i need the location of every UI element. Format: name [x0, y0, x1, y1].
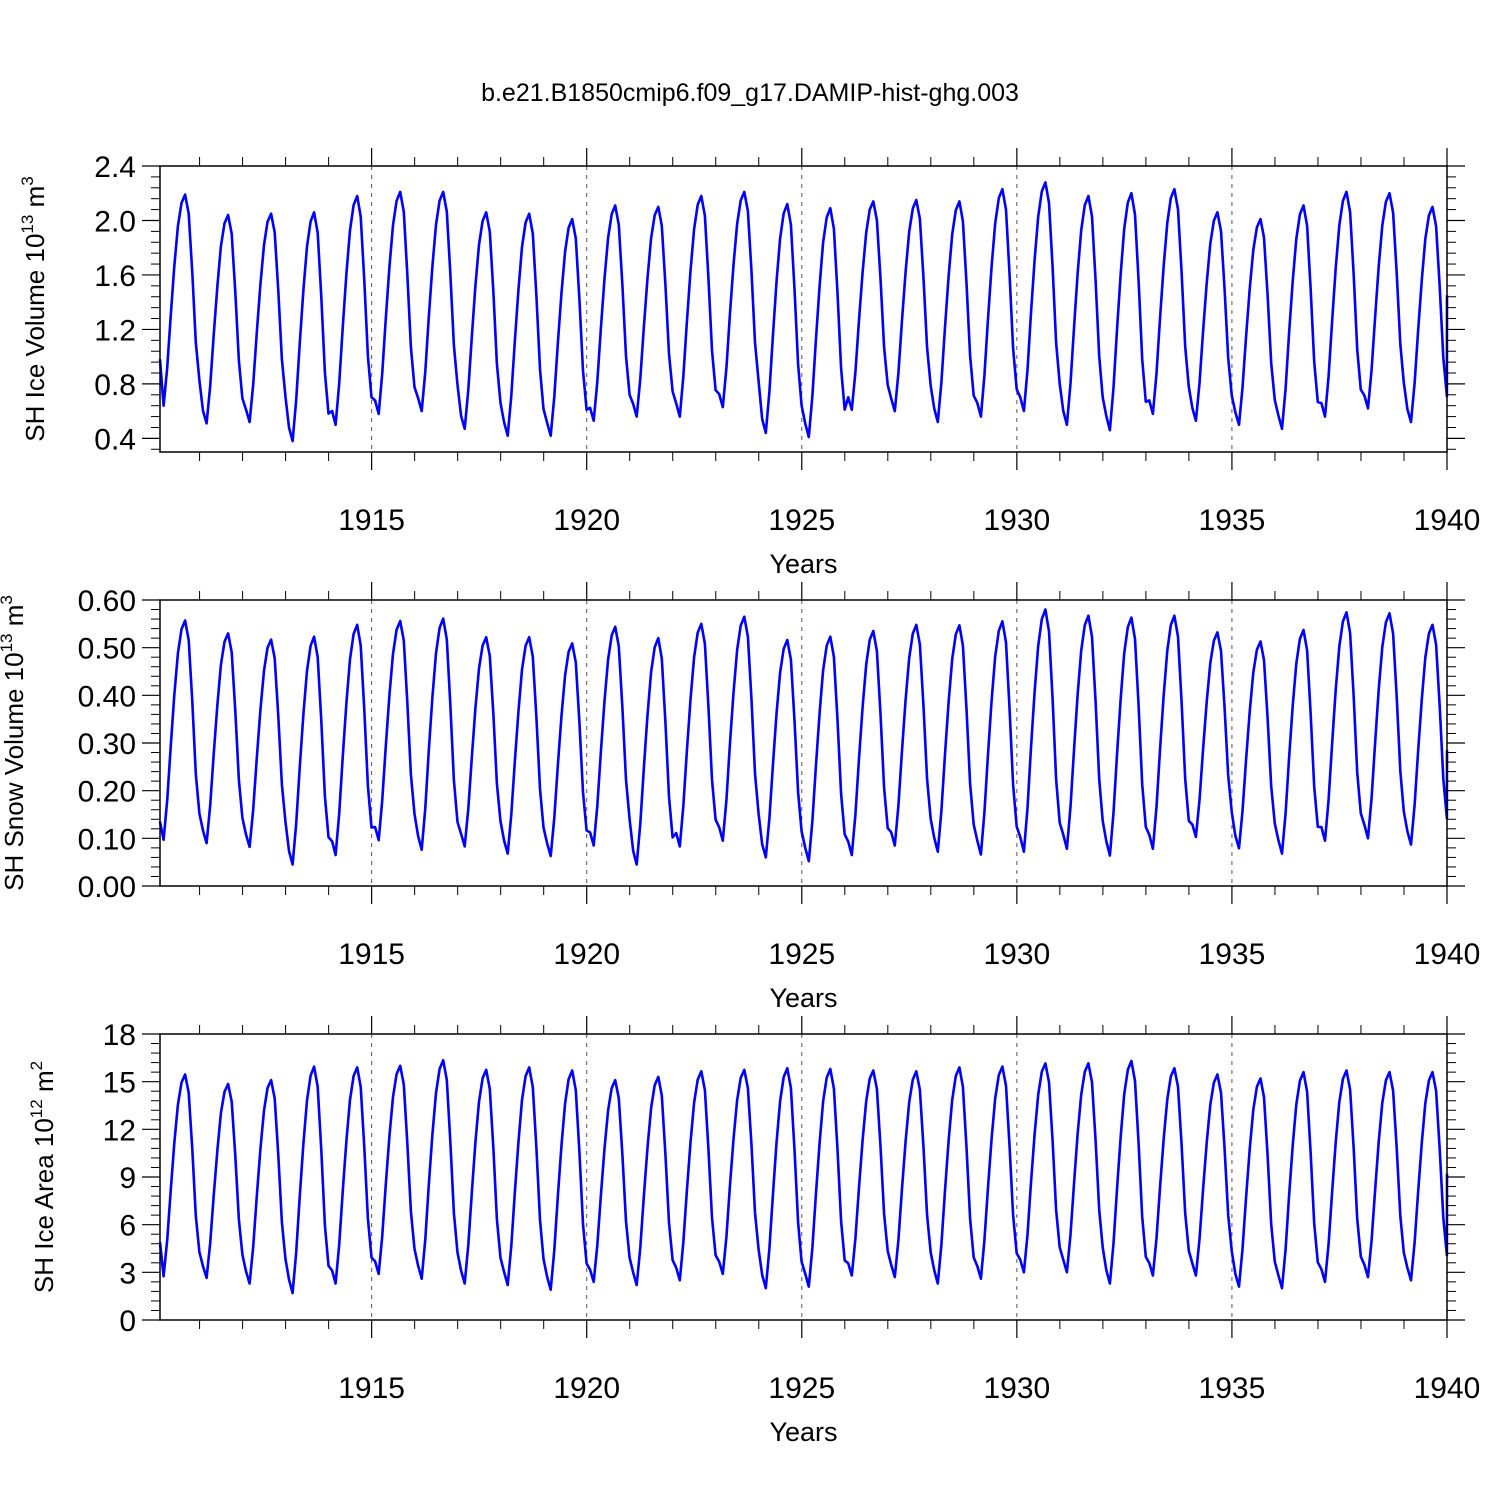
y-axis-label: SH Snow Volume 1013 m3: [0, 595, 29, 891]
y-axis-label-unit: m: [29, 1070, 59, 1099]
y-tick-label: 0.20: [78, 776, 136, 809]
x-tick-label: 1930: [983, 1372, 1050, 1405]
y-tick-label: 15: [103, 1067, 136, 1100]
data-series-line: [158, 181, 1449, 443]
y-tick-label: 2.0: [94, 205, 136, 238]
x-tick-label: 1935: [1199, 504, 1266, 537]
y-tick-label: 1.6: [94, 260, 136, 293]
y-tick-label: 0.00: [78, 871, 136, 904]
y-tick-label: 0.60: [78, 585, 136, 618]
y-axis-label-unit-exponent: 3: [18, 176, 37, 185]
x-axis-label: Years: [769, 1417, 837, 1447]
x-tick-label: 1930: [983, 504, 1050, 537]
y-tick-label: 6: [119, 1210, 136, 1243]
x-tick-label: 1935: [1199, 1372, 1266, 1405]
panels: 0.4 0.8 1.2 1.6 2.0 2.4 1915 1920 1925 1930 1935 19…: [0, 148, 1480, 1447]
y-axis-label-text: SH Ice Volume 10: [20, 234, 50, 442]
y-axis-label-unit: m: [20, 186, 50, 215]
data-series-line: [158, 608, 1449, 866]
x-tick-label: 1930: [983, 938, 1050, 971]
y-tick-label: 2.4: [94, 151, 136, 184]
y-axis-label-exponent: 13: [18, 215, 37, 234]
y-tick-label: 0.10: [78, 823, 136, 856]
y-axis-label: SH Ice Area 1012 m2: [27, 1061, 59, 1293]
plot-frame: [159, 165, 1448, 453]
x-tick-label: 1925: [768, 1372, 835, 1405]
x-axis-label: Years: [769, 549, 837, 579]
y-axis-label-text: SH Snow Volume 10: [0, 652, 29, 890]
y-axis-label: SH Ice Volume 1013 m3: [18, 176, 50, 441]
x-tick-label: 1940: [1414, 504, 1481, 537]
x-tick-label: 1940: [1414, 1372, 1481, 1405]
y-tick-label: 18: [103, 1019, 136, 1052]
chart-panel-1: 0.4 0.8 1.2 1.6 2.0 2.4 1915 1920 1925 1930 1935 19…: [18, 148, 1480, 579]
y-axis-label-text: SH Ice Area 10: [29, 1118, 59, 1293]
chart-panel-2: 0.00 0.10 0.20 0.30 0.40 0.50 0.60 1915 1920 1925…: [0, 582, 1480, 1013]
y-tick-label: 0.4: [94, 423, 136, 456]
y-tick-label: 12: [103, 1114, 136, 1147]
y-axis-label-unit-exponent: 2: [27, 1061, 46, 1070]
y-tick-label: 0.50: [78, 633, 136, 666]
x-tick-label: 1920: [553, 504, 620, 537]
y-tick-label: 0.40: [78, 680, 136, 713]
y-axis-label-unit: m: [0, 605, 29, 634]
y-tick-label: 0.8: [94, 369, 136, 402]
chart-panel-3: 0 3 6 9 12 15 18 1915 1920 1925 1930 1935 1940 Years S…: [27, 1016, 1480, 1447]
y-tick-label: 0: [119, 1305, 136, 1338]
x-axis-label: Years: [769, 983, 837, 1013]
y-tick-label: 9: [119, 1162, 136, 1195]
x-tick-label: 1925: [768, 504, 835, 537]
x-tick-label: 1920: [553, 1372, 620, 1405]
x-tick-label: 1915: [338, 1372, 405, 1405]
x-tick-label: 1920: [553, 938, 620, 971]
x-tick-label: 1925: [768, 938, 835, 971]
x-tick-label: 1915: [338, 504, 405, 537]
data-series-line: [158, 1058, 1449, 1295]
x-tick-label: 1935: [1199, 938, 1266, 971]
figure-title: b.e21.B1850cmip6.f09_g17.DAMIP-hist-ghg.…: [481, 79, 1019, 107]
y-axis-label-unit-exponent: 3: [0, 595, 16, 604]
x-tick-label: 1915: [338, 938, 405, 971]
y-axis-label-exponent: 12: [27, 1099, 46, 1118]
x-tick-label: 1940: [1414, 938, 1481, 971]
y-axis-label-exponent: 13: [0, 633, 16, 652]
y-tick-label: 1.2: [94, 314, 136, 347]
y-tick-label: 3: [119, 1257, 136, 1290]
y-tick-label: 0.30: [78, 728, 136, 761]
